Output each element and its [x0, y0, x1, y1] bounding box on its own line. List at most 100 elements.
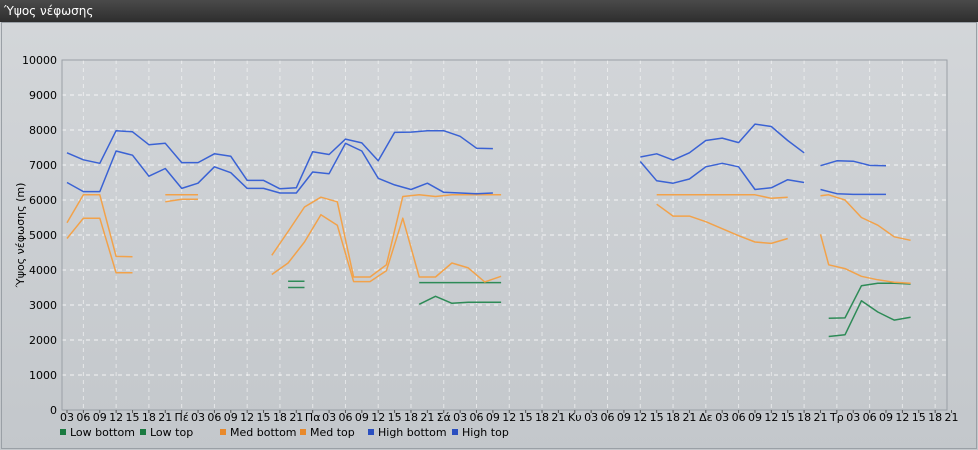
series-line-0-segment-2 — [828, 300, 911, 338]
x-tick-label: 06 — [470, 411, 484, 424]
series-line-4-segment-0 — [66, 142, 493, 195]
x-tick-label: Πα — [305, 411, 321, 424]
legend-label-1: Low top — [150, 426, 193, 439]
legend-label-4: High bottom — [378, 426, 447, 439]
plot-area-border — [61, 59, 948, 411]
legend-marker-4 — [368, 429, 374, 435]
series-line-4-segment-2 — [820, 188, 886, 196]
x-tick-label: 06 — [601, 411, 615, 424]
series-line-3-segment-2 — [271, 194, 502, 278]
x-tick-label: 18 — [928, 411, 942, 424]
x-tick-label: 15 — [519, 411, 533, 424]
legend-marker-3 — [300, 429, 306, 435]
x-tick-label: 06 — [863, 411, 877, 424]
chart-legend: Low bottom Low top Med bottom Med top High b… — [60, 426, 509, 439]
x-tick-label: 12 — [633, 411, 647, 424]
y-tick-label: 1000 — [29, 369, 57, 382]
x-tick-label: 12 — [240, 411, 254, 424]
x-tick-label: 12 — [502, 411, 516, 424]
y-tick-label: 4000 — [29, 264, 57, 277]
x-tick-label: 09 — [879, 411, 893, 424]
series-line-1-segment-2 — [828, 282, 911, 320]
x-tick-label: Σά — [437, 411, 451, 424]
x-tick-label: 18 — [535, 411, 549, 424]
y-tick-label: 7000 — [29, 159, 57, 172]
series-line-2-segment-3 — [656, 203, 788, 245]
x-tick-label: 15 — [388, 411, 402, 424]
series-line-4-segment-1 — [639, 161, 805, 191]
x-tick-label: 12 — [895, 411, 909, 424]
y-tick-label: 8000 — [29, 124, 57, 137]
y-axis-label: Ύψος νέφωσης (m) — [14, 183, 27, 289]
x-tick-label: 09 — [93, 411, 107, 424]
x-tick-label: 21 — [682, 411, 696, 424]
x-tick-label: 03 — [60, 411, 74, 424]
x-tick-label: 21 — [289, 411, 303, 424]
x-axis: 03 06 09 12 15 18 21 Πέ 03 06 09 12 15 18 21 Πα 03 06 09 12… — [60, 410, 959, 424]
y-tick-label: 5000 — [29, 229, 57, 242]
series-line-2-segment-2 — [271, 213, 502, 283]
series-line-2-segment-0 — [66, 217, 133, 274]
series-line-3-segment-3 — [656, 194, 788, 200]
x-tick-label: 06 — [76, 411, 90, 424]
y-tick-label: 3000 — [29, 299, 57, 312]
legend-marker-0 — [60, 429, 66, 435]
series-line-0-segment-1 — [418, 295, 502, 305]
x-tick-label: 09 — [748, 411, 762, 424]
series-line-2-segment-1 — [165, 198, 198, 203]
legend-label-3: Med top — [310, 426, 355, 439]
x-tick-label: Δε — [699, 411, 713, 424]
x-tick-label: 03 — [191, 411, 205, 424]
x-tick-label: 15 — [912, 411, 926, 424]
x-tick-label: 15 — [257, 411, 271, 424]
x-tick-label: Τρ — [829, 411, 844, 424]
x-tick-label: 12 — [764, 411, 778, 424]
legend-label-0: Low bottom — [70, 426, 135, 439]
x-tick-label: 03 — [584, 411, 598, 424]
x-tick-label: 18 — [666, 411, 680, 424]
x-tick-label: 21 — [551, 411, 565, 424]
series-line-3-segment-4 — [820, 194, 911, 242]
x-tick-label: 15 — [781, 411, 795, 424]
x-tick-label: 18 — [142, 411, 156, 424]
x-tick-label: 15 — [650, 411, 664, 424]
legend-label-5: High top — [462, 426, 509, 439]
x-tick-label: 21 — [945, 411, 959, 424]
legend-marker-1 — [140, 429, 146, 435]
y-tick-label: 9000 — [29, 89, 57, 102]
x-tick-label: Κυ — [568, 411, 582, 424]
series-line-5-segment-1 — [640, 123, 805, 161]
y-tick-label: 10000 — [22, 54, 57, 67]
x-tick-label: 06 — [338, 411, 352, 424]
x-tick-label: 12 — [371, 411, 385, 424]
x-tick-label: 06 — [207, 411, 221, 424]
legend-marker-5 — [452, 429, 458, 435]
chart-frame — [1, 22, 977, 449]
x-tick-label: 21 — [813, 411, 827, 424]
y-tick-label: 2000 — [29, 334, 57, 347]
x-tick-label: 18 — [273, 411, 287, 424]
x-tick-label: 03 — [715, 411, 729, 424]
legend-label-2: Med bottom — [230, 426, 297, 439]
series-line-5-segment-0 — [66, 129, 493, 190]
x-tick-label: 09 — [355, 411, 369, 424]
x-tick-label: 03 — [846, 411, 860, 424]
chart-grid — [62, 59, 947, 410]
y-tick-label: 6000 — [29, 194, 57, 207]
x-tick-label: 15 — [126, 411, 140, 424]
x-tick-label: 21 — [420, 411, 434, 424]
series-line-2-segment-4 — [819, 234, 911, 285]
x-tick-label: Πέ — [175, 411, 189, 424]
x-tick-label: 09 — [486, 411, 500, 424]
x-tick-label: 12 — [109, 411, 123, 424]
y-axis: 0 1000 2000 3000 4000 5000 6000 7000 8000 9000 100… — [22, 54, 57, 417]
x-tick-label: 09 — [224, 411, 238, 424]
x-tick-label: 03 — [453, 411, 467, 424]
series-line-3-segment-0 — [66, 194, 133, 258]
y-tick-label: 0 — [50, 404, 57, 417]
x-tick-label: 06 — [732, 411, 746, 424]
legend-marker-2 — [220, 429, 226, 435]
x-tick-label: 18 — [404, 411, 418, 424]
